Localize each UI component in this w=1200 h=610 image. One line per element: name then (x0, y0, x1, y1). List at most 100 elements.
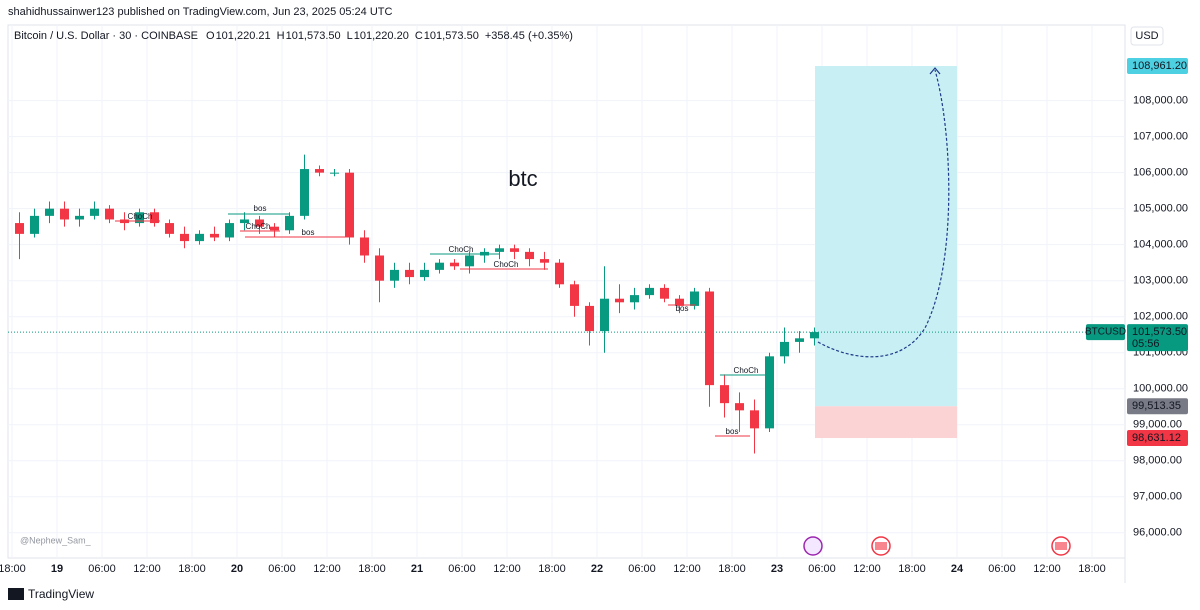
y-tick-label: 99,000.00 (1133, 419, 1182, 431)
x-tick-label: 06:00 (268, 563, 296, 575)
candle-body (705, 291, 714, 386)
x-tick-label: 06:00 (88, 563, 116, 575)
candle-body (735, 403, 744, 411)
overlay: ChoCh bos ChoCh bos ChoCh ChoCh bos ChoCh bos (115, 67, 1071, 556)
candle-body (75, 215, 84, 220)
y-tick-label: 104,000.00 (1133, 239, 1188, 251)
annotation: bos (726, 427, 739, 436)
x-tick-label: 12:00 (313, 563, 341, 575)
ticker-box (1086, 324, 1125, 341)
candle-body (660, 287, 669, 299)
publisher: shahidhussainwer123 published on Trading… (8, 6, 392, 18)
legend-key: O (206, 30, 215, 42)
annotation: ChoCh (494, 260, 519, 269)
watermark: @Nephew_Sam_ (20, 535, 92, 545)
candle-body (675, 298, 684, 306)
symbol: Bitcoin / U.S. Dollar · 30 · COINBASE (14, 30, 198, 42)
candle-body (795, 338, 804, 342)
annotation: ChoCh (449, 245, 474, 254)
candle-body (630, 295, 639, 303)
candle-body (270, 226, 279, 231)
x-tick-label: 12:00 (853, 563, 881, 575)
loss-zone (815, 406, 957, 439)
y-tick-label: 103,000.00 (1133, 275, 1188, 287)
ticker-label: BTCUSD (1085, 327, 1126, 338)
last-price-box (1127, 324, 1188, 352)
y-tick-label: 106,000.00 (1133, 167, 1188, 179)
candle-body (375, 255, 384, 281)
candle-body (600, 298, 609, 332)
event-icon[interactable] (803, 536, 823, 556)
currency[interactable]: USD (1135, 30, 1158, 42)
annotation: ChoCh (128, 212, 153, 221)
candle-body (30, 215, 39, 234)
candle-body (810, 332, 819, 339)
legend-change: +358.45 (+0.35%) (485, 30, 573, 42)
x-tick-label: 24 (951, 563, 964, 575)
candle-body (645, 287, 654, 296)
currency-button[interactable] (1130, 26, 1164, 46)
candle-body (255, 219, 264, 227)
projection-arrow (817, 69, 950, 358)
legend-value: 101,573.50 (286, 30, 341, 42)
candle-body (495, 248, 504, 252)
x-tick-label: 06:00 (628, 563, 656, 575)
candle-body (165, 223, 174, 234)
candle-body (450, 262, 459, 267)
candle-body (765, 356, 774, 429)
annotation: bos (254, 204, 267, 213)
annotation: bos (302, 228, 315, 237)
candle-body (45, 208, 54, 216)
flag-stripes (875, 542, 887, 550)
candle-body (105, 208, 114, 220)
candle-body (60, 208, 69, 220)
stop-label: 99,513.35 (1132, 400, 1181, 412)
annotation: ChoCh (246, 222, 271, 231)
candle-body (465, 255, 474, 267)
y-tick-label: 105,000.00 (1133, 203, 1188, 215)
candle-body (345, 172, 354, 238)
candle-body (405, 269, 414, 278)
y-tick-label: 97,000.00 (1133, 491, 1182, 503)
candle-body (135, 212, 144, 224)
x-tick-label: 18:00 (358, 563, 386, 575)
x-tick-label: 18:00 (718, 563, 746, 575)
target-label: 108,961.20 (1132, 60, 1187, 72)
y-tick-label: 108,000.00 (1133, 95, 1188, 107)
candle-body (750, 410, 759, 429)
y-tick-label: 100,000.00 (1133, 383, 1188, 395)
candle-body (525, 251, 534, 260)
x-tick-label: 19 (51, 563, 63, 575)
candle-body (240, 219, 249, 224)
candle-body (225, 223, 234, 238)
flag-stripes (1055, 542, 1067, 550)
brand: TradingView (28, 587, 94, 601)
candle-body (285, 215, 294, 231)
x-tick-label: 06:00 (988, 563, 1016, 575)
last-price-label: 101,573.50 (1132, 326, 1187, 338)
countdown: 05:56 (1132, 338, 1160, 350)
legend-key: C (415, 30, 423, 42)
candle-body (540, 259, 549, 263)
header-legend: Bitcoin / U.S. Dollar · 30 · COINBASE (14, 30, 198, 42)
candle-body (360, 237, 369, 256)
candle-body (180, 233, 189, 242)
x-tick-label: 21 (411, 563, 423, 575)
candle-body (150, 212, 159, 224)
x-tick-label: 12:00 (133, 563, 161, 575)
candle-body (720, 385, 729, 404)
x-tick-label: 18:00 (0, 563, 26, 575)
candle-body (390, 269, 399, 281)
candle-body (210, 233, 219, 238)
candle-body (690, 291, 699, 306)
legend-key: H (277, 30, 285, 42)
annotation: bos (676, 304, 689, 313)
legend-value: 101,220.20 (354, 30, 409, 42)
x-tick-label: 18:00 (178, 563, 206, 575)
candle-body (780, 341, 789, 357)
x-tick-label: 18:00 (898, 563, 926, 575)
x-tick-label: 20 (231, 563, 243, 575)
target-label-box (1127, 58, 1188, 75)
profit-zone (815, 66, 957, 407)
